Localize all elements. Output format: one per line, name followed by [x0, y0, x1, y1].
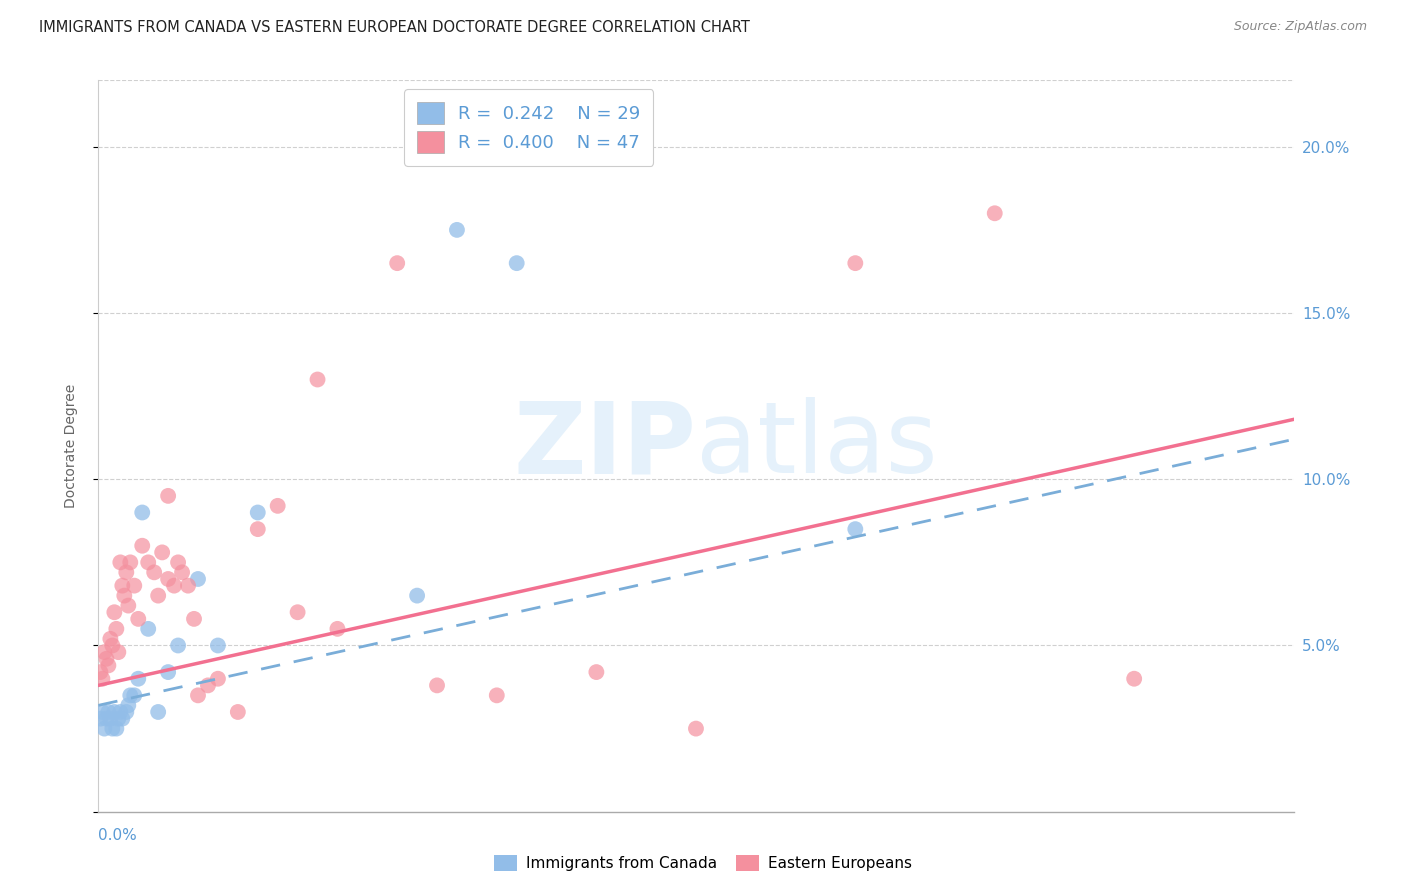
Text: IMMIGRANTS FROM CANADA VS EASTERN EUROPEAN DOCTORATE DEGREE CORRELATION CHART: IMMIGRANTS FROM CANADA VS EASTERN EUROPE…: [39, 20, 751, 35]
Point: [131, 539, 153, 553]
Point: [187, 572, 209, 586]
Legend: R =  0.242    N = 29, R =  0.400    N = 47: R = 0.242 N = 29, R = 0.400 N = 47: [404, 89, 654, 166]
Point: [107, 712, 129, 726]
Point: [844, 256, 866, 270]
Point: [117, 698, 139, 713]
Point: [844, 522, 866, 536]
Point: [111, 579, 134, 593]
Point: [107, 645, 129, 659]
Point: [157, 572, 180, 586]
Point: [207, 639, 229, 653]
Point: [187, 689, 209, 703]
Point: [177, 579, 200, 593]
Point: [124, 689, 146, 703]
Point: [103, 705, 125, 719]
Point: [207, 672, 229, 686]
Point: [93, 645, 115, 659]
Text: 0.0%: 0.0%: [98, 828, 138, 843]
Point: [127, 612, 149, 626]
Point: [287, 605, 309, 619]
Point: [117, 599, 139, 613]
Point: [685, 722, 707, 736]
Y-axis label: Doctorate Degree: Doctorate Degree: [63, 384, 77, 508]
Point: [91, 672, 114, 686]
Point: [127, 672, 149, 686]
Point: [157, 489, 180, 503]
Point: [385, 256, 409, 270]
Point: [97, 705, 120, 719]
Point: [183, 612, 205, 626]
Point: [984, 206, 1007, 220]
Point: [307, 372, 329, 386]
Point: [163, 579, 186, 593]
Point: [89, 712, 111, 726]
Point: [91, 705, 114, 719]
Point: [115, 566, 138, 580]
Point: [89, 665, 111, 679]
Text: ZIP: ZIP: [513, 398, 696, 494]
Point: [124, 579, 146, 593]
Point: [506, 256, 529, 270]
Point: [120, 689, 142, 703]
Point: [120, 555, 142, 569]
Point: [167, 555, 190, 569]
Point: [101, 639, 124, 653]
Point: [96, 652, 118, 666]
Point: [105, 722, 128, 736]
Point: [136, 622, 159, 636]
Point: [148, 705, 170, 719]
Point: [115, 705, 138, 719]
Point: [150, 545, 173, 559]
Point: [426, 678, 449, 692]
Point: [103, 605, 125, 619]
Text: atlas: atlas: [696, 398, 938, 494]
Point: [131, 506, 153, 520]
Point: [101, 722, 124, 736]
Point: [246, 522, 269, 536]
Point: [143, 566, 166, 580]
Point: [136, 555, 159, 569]
Point: [157, 665, 180, 679]
Point: [105, 622, 128, 636]
Point: [110, 555, 132, 569]
Point: [267, 499, 290, 513]
Point: [97, 658, 120, 673]
Point: [167, 639, 190, 653]
Point: [246, 506, 269, 520]
Point: [226, 705, 249, 719]
Point: [172, 566, 194, 580]
Point: [98, 632, 122, 646]
Point: [110, 705, 132, 719]
Legend: Immigrants from Canada, Eastern Europeans: Immigrants from Canada, Eastern European…: [488, 849, 918, 877]
Point: [326, 622, 349, 636]
Point: [406, 589, 429, 603]
Point: [111, 712, 134, 726]
Point: [446, 223, 468, 237]
Point: [98, 712, 122, 726]
Point: [1123, 672, 1146, 686]
Point: [485, 689, 508, 703]
Point: [197, 678, 219, 692]
Text: Source: ZipAtlas.com: Source: ZipAtlas.com: [1233, 20, 1367, 33]
Point: [96, 712, 118, 726]
Point: [148, 589, 170, 603]
Point: [93, 722, 115, 736]
Point: [585, 665, 607, 679]
Point: [112, 589, 135, 603]
